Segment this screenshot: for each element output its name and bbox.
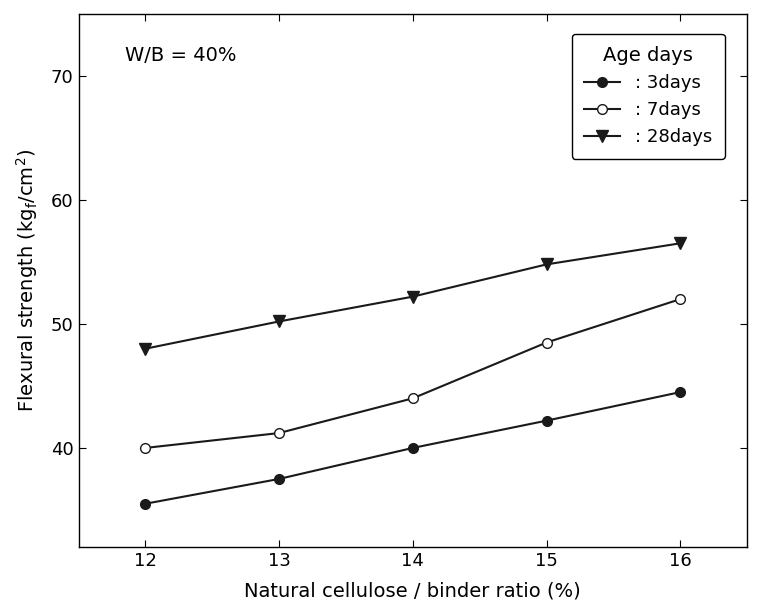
Text: W/B = 40%: W/B = 40% bbox=[126, 46, 237, 65]
Legend: : 3days, : 7days, : 28days: : 3days, : 7days, : 28days bbox=[572, 34, 724, 159]
X-axis label: Natural cellulose / binder ratio (%): Natural cellulose / binder ratio (%) bbox=[244, 581, 581, 600]
Y-axis label: Flexural strength (kg$_\mathrm{f}$/cm$^2$): Flexural strength (kg$_\mathrm{f}$/cm$^2… bbox=[14, 149, 40, 412]
